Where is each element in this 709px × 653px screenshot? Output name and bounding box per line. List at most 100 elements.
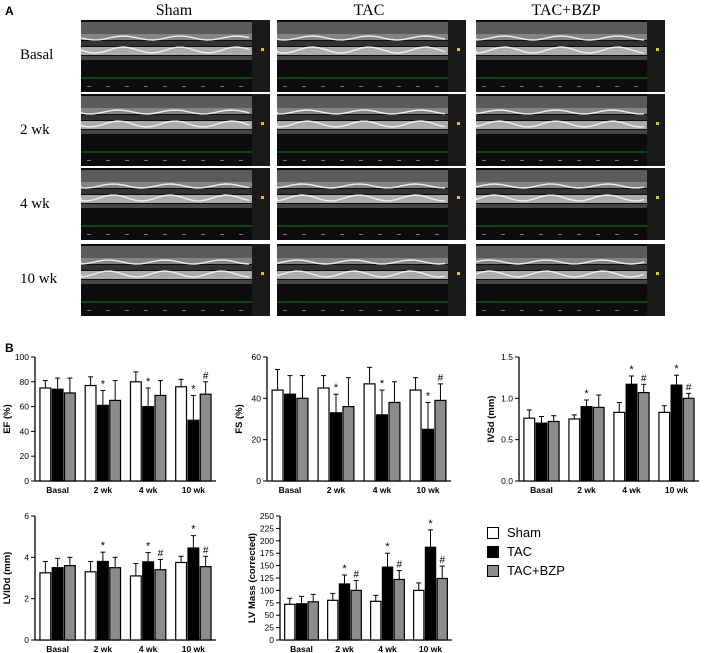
bar-ef-tac-3: [187, 419, 200, 482]
echo-image-sham-2wk: [81, 94, 270, 166]
bar-ivsd-tac-3: [670, 384, 683, 482]
y-tick-label-fs-3: 60: [252, 352, 262, 362]
significance-mark-ef-1: *: [146, 376, 151, 388]
bar-lvmass-tac-bzp-1: [350, 589, 362, 641]
bar-ivsd-sham-1: [568, 418, 581, 482]
category-label-lvidd-2: 4 wk: [139, 644, 158, 653]
y-tick-label-ivsd-1: 0.5: [501, 435, 513, 445]
significance-mark-ivsd-3: *: [674, 363, 679, 375]
category-label-lvidd-1: 2 wk: [94, 644, 113, 653]
chart-fs: 0 20 40 60 FS (%) Basal 2 wk 4 wk 10 wk * * * #: [234, 352, 451, 495]
significance-mark-lvidd-3: *: [191, 524, 196, 536]
bar-lvidd-tac-1: [96, 560, 109, 641]
column-header-tac: TAC: [353, 2, 385, 19]
echo-image-tac-bzp-2wk: [476, 94, 665, 166]
legend-item-sham: Sham: [487, 524, 565, 541]
bar-lvidd-tac-3: [187, 547, 200, 641]
bar-fs-tac-bzp-1: [342, 406, 355, 482]
category-label-fs-1: 2 wk: [327, 485, 346, 495]
significance-mark-ivsd-0: *: [584, 388, 589, 400]
bar-fs-sham-0: [271, 389, 284, 482]
y-tick-label-lvmass-9: 225: [260, 523, 274, 533]
legend-item-tac: TAC: [487, 543, 565, 560]
y-tick-label-lvmass-5: 125: [260, 573, 274, 583]
significance-mark-ivsd-4: #: [686, 382, 692, 393]
bar-fs-sham-3: [409, 389, 422, 482]
significance-mark-ef-0: *: [101, 378, 106, 390]
column-header-sham: Sham: [155, 2, 193, 19]
significance-mark-lvmass-5: #: [439, 555, 445, 566]
y-tick-label-fs-0: 0: [256, 476, 261, 486]
y-tick-label-lvidd-0: 0: [24, 635, 29, 645]
bar-ef-tac-0: [51, 388, 64, 482]
bar-ivsd-tac-bzp-1: [592, 406, 605, 482]
column-header-tac-bzp: TAC+BZP: [531, 2, 601, 19]
bar-fs-tac-2: [375, 414, 389, 482]
bar-ivsd-tac-bzp-2: [637, 391, 650, 482]
bar-ef-tac-bzp-3: [199, 393, 212, 482]
echo-image-tac-10wk: [277, 244, 466, 316]
bar-lvidd-tac-bzp-1: [109, 567, 122, 641]
significance-mark-ef-2: *: [191, 383, 196, 395]
category-label-fs-2: 4 wk: [373, 485, 392, 495]
category-label-lvidd-0: Basal: [46, 644, 69, 653]
y-tick-label-lvmass-0: 0: [269, 635, 274, 645]
bar-lvidd-sham-0: [39, 572, 52, 641]
bar-lvidd-tac-2: [142, 561, 155, 641]
category-label-ef-0: Basal: [46, 485, 69, 495]
bar-lvidd-tac-bzp-0: [63, 564, 76, 641]
y-tick-label-ef-0: 0: [24, 476, 29, 486]
legend-swatch-tac-bzp: [487, 564, 499, 577]
y-tick-label-lvmass-3: 75: [265, 598, 275, 608]
bar-lvmass-tac-0: [295, 603, 308, 641]
y-tick-label-ivsd-0: 0.0: [501, 476, 513, 486]
bar-lvmass-sham-0: [284, 603, 296, 641]
significance-mark-lvidd-4: #: [203, 545, 209, 556]
bar-lvidd-sham-1: [84, 571, 97, 641]
bar-fs-tac-1: [329, 412, 343, 482]
category-label-fs-3: 10 wk: [416, 485, 439, 495]
significance-mark-lvidd-2: #: [158, 548, 164, 559]
y-tick-label-lvmass-8: 200: [260, 536, 274, 546]
significance-mark-fs-3: #: [438, 373, 444, 384]
category-label-ef-2: 4 wk: [139, 485, 158, 495]
category-label-fs-0: Basal: [279, 485, 302, 495]
significance-mark-lvmass-4: *: [428, 518, 433, 530]
bar-lvidd-sham-2: [129, 575, 142, 641]
legend-swatch-sham: [487, 526, 499, 539]
category-label-ivsd-2: 4 wk: [622, 485, 641, 495]
y-tick-label-lvmass-10: 250: [260, 511, 274, 521]
category-label-lvmass-0: Basal: [290, 644, 313, 653]
y-tick-label-ivsd-3: 1.5: [501, 352, 513, 362]
bar-lvmass-tac-2: [381, 566, 394, 641]
y-tick-label-lvidd-2: 4: [24, 552, 29, 562]
bar-ef-tac-bzp-1: [109, 399, 122, 482]
bar-lvmass-tac-bzp-2: [393, 578, 405, 641]
category-label-ef-3: 10 wk: [182, 485, 205, 495]
bar-ivsd-tac-bzp-0: [547, 420, 560, 482]
y-tick-label-ivsd-2: 1.0: [501, 393, 513, 403]
y-tick-label-lvmass-2: 50: [265, 610, 275, 620]
legend-item-tac-bzp: TAC+BZP: [487, 562, 565, 579]
bar-ef-tac-bzp-2: [154, 394, 167, 482]
bar-fs-sham-2: [363, 383, 376, 482]
echo-image-sham-basal: [81, 20, 270, 92]
category-label-lvmass-3: 10 wk: [419, 644, 442, 653]
significance-mark-lvmass-3: #: [396, 560, 402, 571]
y-tick-label-lvmass-1: 25: [265, 623, 275, 633]
echo-image-tac-bzp-basal: [476, 20, 665, 92]
row-header-basal: Basal: [20, 47, 54, 63]
y-tick-label-lvidd-1: 2: [24, 594, 29, 604]
row-header-2wk: 2 wk: [20, 122, 50, 138]
bar-fs-tac-0: [283, 393, 297, 482]
bar-ivsd-tac-2: [625, 383, 638, 482]
significance-mark-ef-3: #: [203, 371, 209, 382]
row-header-4wk: 4 wk: [20, 196, 50, 212]
bar-lvmass-tac-bzp-3: [436, 577, 448, 641]
panel-a-label: A: [5, 4, 14, 18]
y-tick-label-ef-1: 20: [20, 451, 30, 461]
echo-image-tac-bzp-4wk: [476, 168, 665, 240]
bar-lvmass-sham-2: [370, 600, 382, 641]
bar-ivsd-sham-2: [613, 411, 626, 482]
y-tick-label-fs-2: 40: [252, 393, 262, 403]
